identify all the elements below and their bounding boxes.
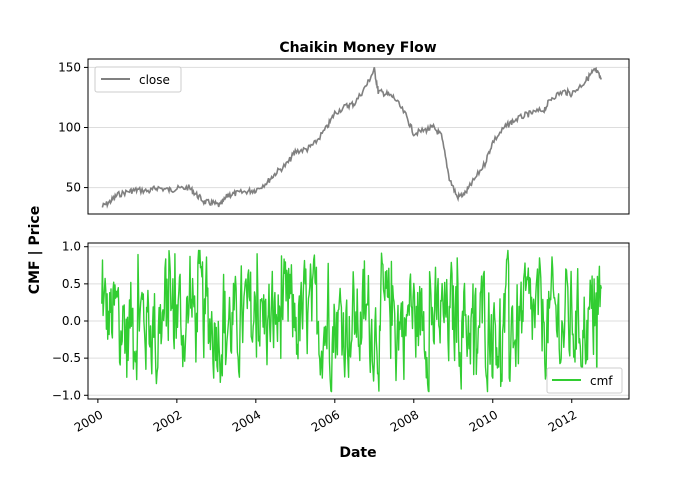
date-x-ticks: 2000 2002 2004 2006 2008 2010 2012 <box>72 399 579 435</box>
cmf-line <box>101 249 603 393</box>
chart-title: Chaikin Money Flow <box>279 40 436 56</box>
x-axis-label: Date <box>339 445 376 461</box>
cmf-panel: −1.0−0.50.00.51.0 2000 2002 2004 2006 2008 20… <box>52 240 630 435</box>
cmf-y-tick-label: 1.0 <box>62 240 81 254</box>
price-legend: close <box>94 66 182 93</box>
cmf-y-tick-label: 0.5 <box>62 277 81 291</box>
date-x-tick-label: 2010 <box>467 407 500 434</box>
close-price-line <box>101 66 603 209</box>
price-legend-box <box>94 66 182 93</box>
date-x-tick-label: 2002 <box>151 407 184 434</box>
price-axes-frame <box>87 58 630 215</box>
price-y-ticks: 50 100 150 <box>58 60 88 195</box>
price-y-tick-label: 100 <box>58 120 81 134</box>
cmf-y-ticks: −1.0 −0.5 0.0 0.5 1.0 <box>52 240 88 402</box>
cmf-legend: cmf <box>546 367 623 394</box>
close-legend-label: close <box>139 73 170 87</box>
date-x-tick-label: 2004 <box>230 407 263 434</box>
y-axis-label: CMF | Price <box>27 206 43 294</box>
price-y-tick-label: 50 <box>66 181 81 195</box>
price-series <box>101 66 603 209</box>
price-panel: 50 100 150 close <box>58 58 630 215</box>
cmf-y-tick-label: −0.5 <box>52 351 81 365</box>
cmf-series <box>101 249 603 393</box>
cmf-legend-box <box>546 367 623 394</box>
date-x-tick-label: 2000 <box>72 407 105 434</box>
cmf-legend-label: cmf <box>590 374 613 388</box>
date-x-tick-label: 2006 <box>309 407 342 434</box>
date-x-tick-label: 2012 <box>546 407 579 434</box>
cmf-y-tick-label: 0.0 <box>62 314 81 328</box>
date-x-tick-label: 2008 <box>388 407 421 434</box>
cmf-y-tick-label: −1.0 <box>52 388 81 402</box>
price-y-tick-label: 150 <box>58 60 81 74</box>
